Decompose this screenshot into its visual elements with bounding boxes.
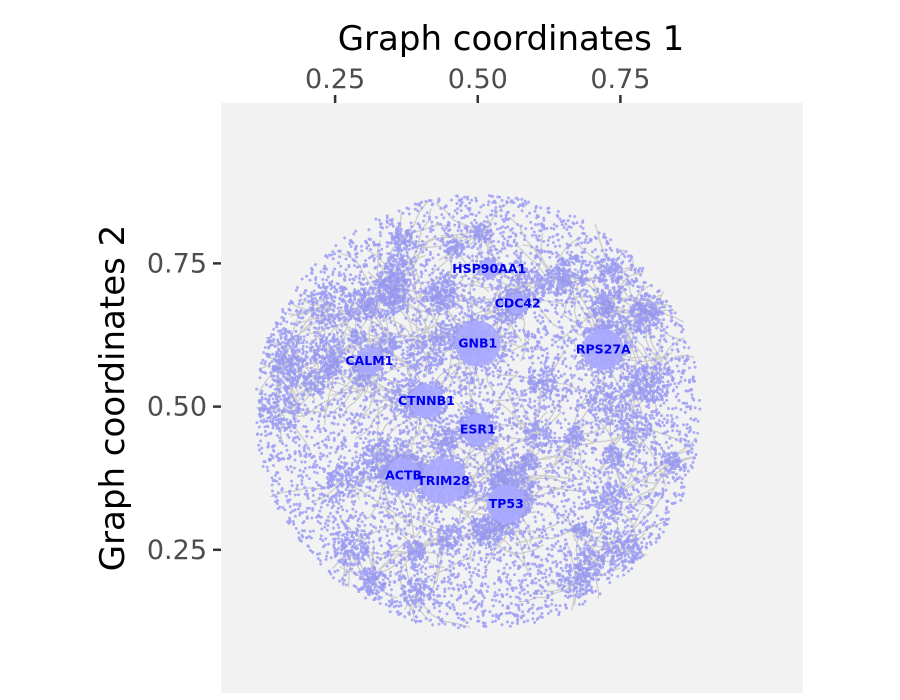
hub-node-label: CTNNB1	[398, 393, 455, 408]
hub-node	[480, 259, 499, 279]
x-tick-label: 0.75	[590, 64, 650, 95]
hub-node-label: TRIM28	[417, 473, 470, 488]
y-axis: 0.25 0.50 0.75	[147, 248, 221, 566]
hub-node-label: CDC42	[495, 295, 541, 310]
y-axis-title: Graph coordinates 2	[93, 225, 133, 572]
hub-node-label: CALM1	[345, 353, 393, 368]
y-tick-label: 0.50	[147, 392, 207, 423]
hub-node	[486, 484, 526, 524]
hub-node-label: HSP90AA1	[452, 261, 526, 276]
hub-node-label: GNB1	[458, 336, 497, 351]
hub-node-label: ESR1	[460, 422, 496, 437]
hub-node	[582, 328, 624, 370]
hub-node	[355, 347, 384, 375]
y-tick-label: 0.75	[147, 248, 207, 279]
x-tick-label: 0.25	[305, 64, 365, 95]
hub-node	[420, 458, 467, 504]
hub-node	[409, 383, 444, 418]
hub-node-label: ACTB	[385, 467, 422, 482]
y-tick-label: 0.25	[147, 535, 207, 566]
x-tick-label: 0.50	[448, 64, 508, 95]
hub-node	[454, 320, 501, 367]
hub-node-label: RPS27A	[576, 341, 631, 356]
hub-node-layer	[355, 259, 624, 524]
x-axis-title: Graph coordinates 1	[338, 19, 685, 59]
hub-node	[507, 293, 528, 314]
hub-node-label: TP53	[489, 496, 524, 511]
hub-node	[386, 458, 421, 493]
x-axis: 0.25 0.50 0.75	[305, 64, 650, 103]
hub-label-layer: GNB1 HSP90AA1 CDC42 RPS27A CALM1 CTNNB1 ESR1 AC…	[345, 261, 631, 511]
hub-node	[461, 413, 494, 446]
